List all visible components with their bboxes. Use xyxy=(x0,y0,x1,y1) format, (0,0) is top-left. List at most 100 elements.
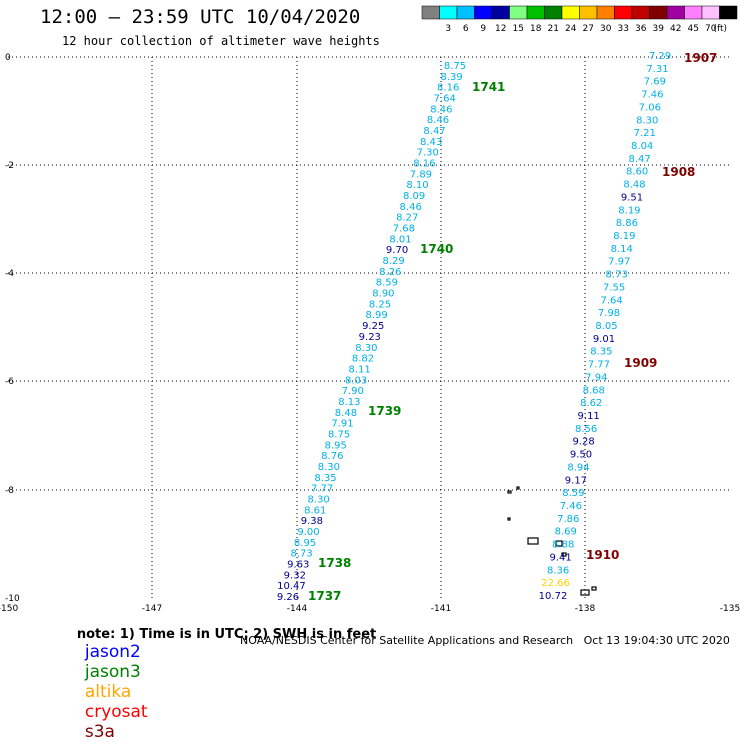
wave-height-label: 8.75 xyxy=(444,61,466,72)
pass-number-label: 1908 xyxy=(662,165,695,179)
wave-height-label: 8.48 xyxy=(335,408,357,419)
wave-height-label: 8.26 xyxy=(379,267,401,278)
y-tick-label: -8 xyxy=(5,486,14,496)
wave-height-label: 8.01 xyxy=(389,234,411,245)
x-tick-label: -138 xyxy=(575,604,596,614)
scale-tick-label: 18 xyxy=(530,24,542,34)
pass-number-label: 1738 xyxy=(318,556,351,570)
scale-tick-label: 12 xyxy=(495,24,506,34)
wave-height-label: 8.10 xyxy=(406,180,428,191)
wave-height-label: 8.47 xyxy=(628,154,650,165)
wave-height-label: 7.91 xyxy=(331,419,353,430)
wave-height-label: 8.30 xyxy=(318,462,340,473)
legend-altika: altika xyxy=(84,682,132,702)
scale-tick-label: 42 xyxy=(670,24,681,34)
wave-height-label: 7.30 xyxy=(417,148,439,159)
wave-height-label: 8.30 xyxy=(355,343,377,354)
scale-tick-label: 70 xyxy=(705,24,717,34)
wave-height-label: 8.68 xyxy=(583,385,605,396)
wave-height-label: 7.97 xyxy=(608,257,630,268)
wave-height-label: 8.73 xyxy=(606,270,628,281)
scale-tick-label: 45 xyxy=(688,24,699,34)
wave-height-label: 8.30 xyxy=(636,115,658,126)
scale-tick-label: 6 xyxy=(463,24,469,34)
wave-height-label: 8.46 xyxy=(427,115,449,126)
scale-tick-label: 33 xyxy=(618,24,629,34)
wave-height-label: 8.76 xyxy=(321,451,343,462)
y-tick-label: -2 xyxy=(5,161,14,171)
wave-height-label: 8.94 xyxy=(567,462,589,473)
wave-height-label: 8.14 xyxy=(611,244,633,255)
wave-height-label: 8.09 xyxy=(403,191,425,202)
wave-height-label: 9.11 xyxy=(578,411,600,422)
scale-tick-label: 15 xyxy=(513,24,524,34)
wave-height-label: 7.31 xyxy=(646,64,668,75)
wave-height-label: 8.73 xyxy=(290,549,312,560)
wave-height-label: 7.64 xyxy=(434,94,456,105)
island-shape xyxy=(507,490,512,494)
wave-height-label: 8.36 xyxy=(547,565,569,576)
scale-tick-label: 36 xyxy=(635,24,647,34)
wave-height-label: 8.60 xyxy=(626,167,648,178)
wave-height-label: 8.03 xyxy=(345,375,367,386)
wave-height-label: 8.39 xyxy=(440,72,462,83)
pass-number-label: 1739 xyxy=(368,404,401,418)
wave-height-label: 9.32 xyxy=(284,570,306,581)
wave-height-label: 9.63 xyxy=(287,559,309,570)
wave-height-label: 7.98 xyxy=(598,308,620,319)
wave-height-label: 7.46 xyxy=(560,501,582,512)
wave-height-label: 9.41 xyxy=(550,552,572,563)
wave-height-label: 8.86 xyxy=(616,218,638,229)
scale-swatch xyxy=(719,5,738,20)
legend-s3a: s3a xyxy=(84,722,115,742)
island-shape xyxy=(507,517,511,521)
footer-timestamp: Oct 13 19:04:30 UTC 2020 xyxy=(583,634,730,647)
wave-height-label: 8.05 xyxy=(595,321,617,332)
island-shape xyxy=(591,586,597,591)
wave-height-label: 9.26 xyxy=(277,592,299,603)
wave-height-label: 8.16 xyxy=(413,159,435,170)
wave-height-label: 8.95 xyxy=(325,440,347,451)
wave-height-label: 7.94 xyxy=(585,372,607,383)
scale-tick-label: 30 xyxy=(600,24,612,34)
legend-cryosat: cryosat xyxy=(84,702,148,722)
legend-jason2: jason2 xyxy=(84,642,141,662)
wave-height-label: 8.30 xyxy=(308,494,330,505)
wave-height-label: 8.04 xyxy=(631,141,653,152)
wave-height-label: 8.90 xyxy=(372,289,394,300)
island-shape xyxy=(527,537,539,545)
wave-height-label: 8.62 xyxy=(580,398,602,409)
island-shape xyxy=(516,486,520,490)
wave-height-map: -150 -147 -144 -141 -138 -135 0 -2 -4 -6 -8 -10 8.75… xyxy=(0,51,740,614)
note-text: note: 1) Time is in UTC; 2) SWH is in fe… xyxy=(76,627,377,642)
x-tick-label: -135 xyxy=(720,604,740,614)
scale-tick-label: 39 xyxy=(653,24,665,34)
wave-height-label: 8.19 xyxy=(618,205,640,216)
wave-height-label: 7.89 xyxy=(410,169,432,180)
wave-height-label: 7.06 xyxy=(639,102,661,113)
pass-number-label: 1740 xyxy=(420,242,453,256)
legend-jason3: jason3 xyxy=(84,662,141,682)
wave-height-label: 8.25 xyxy=(369,299,391,310)
wave-height-label: 8.35 xyxy=(590,347,612,358)
wave-height-label: 8.47 xyxy=(423,126,445,137)
x-tick-label: -147 xyxy=(142,604,162,614)
pass-number-label: 1909 xyxy=(624,356,657,370)
wave-height-label: 8.99 xyxy=(365,310,387,321)
wave-height-label: 9.00 xyxy=(297,527,319,538)
wave-height-label: 8.61 xyxy=(304,505,326,516)
page-title: 12:00 — 23:59 UTC 10/04/2020 xyxy=(40,6,361,28)
wave-height-label: 8.56 xyxy=(575,424,597,435)
footer-org: NOAA/NESDIS Center for Satellite Applica… xyxy=(240,634,574,647)
wave-height-label: 8.88 xyxy=(552,540,574,551)
color-scale-legend: 3 6 9 12 15 18 21 24 27 30 33 36 39 42 45 70(ft) xyxy=(421,5,738,34)
wave-height-label: 9.50 xyxy=(570,450,592,461)
wave-height-label: 8.95 xyxy=(294,538,316,549)
x-tick-label: -150 xyxy=(0,604,18,614)
island-shape xyxy=(561,552,567,557)
y-tick-label: -10 xyxy=(5,594,20,604)
wave-height-label: 8.13 xyxy=(338,397,360,408)
pass-number-label: 1737 xyxy=(308,589,341,603)
island-shape xyxy=(580,589,590,596)
x-tick-label: -144 xyxy=(287,604,308,614)
